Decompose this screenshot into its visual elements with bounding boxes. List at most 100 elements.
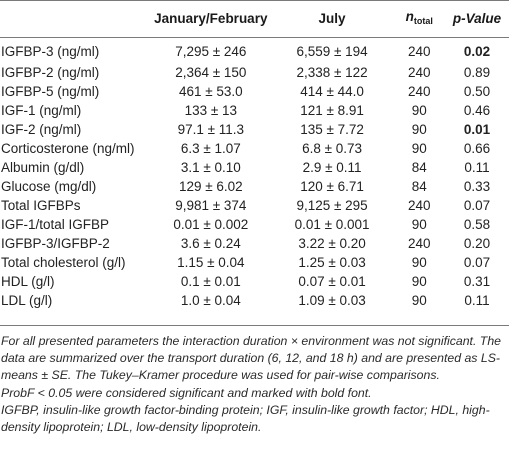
cell-n-total: 84 — [411, 178, 427, 194]
cell-p-value: 0.66 — [463, 140, 491, 156]
table-row: Albumin (g/dl) 3.1 ± 0.10 2.9 ± 0.11 84 0.11 — [0, 158, 509, 177]
cell-p-value: 0.11 — [464, 292, 490, 308]
cell-january-february: 3.1 ± 0.10 — [180, 159, 241, 175]
cell-january-february: 1.0 ± 0.04 — [180, 292, 241, 308]
cell-parameter: Glucose (mg/dl) — [1, 178, 97, 194]
cell-january-february: 2,364 ± 150 — [175, 64, 247, 80]
cell-parameter: LDL (g/l) — [1, 292, 53, 308]
cell-parameter: Corticosterone (ng/ml) — [1, 140, 135, 156]
table-row: IGFBP-5 (ng/ml) 461 ± 53.0 414 ± 44.0 240 0.… — [0, 82, 509, 101]
cell-n-total: 84 — [411, 159, 427, 175]
cell-n-total: 90 — [411, 292, 427, 308]
footnote: IGFBP, insulin-like growth factor-bindin… — [1, 402, 490, 435]
footnote: ProbF < 0.05 were considered significant… — [1, 385, 372, 400]
cell-july: 6,559 ± 194 — [296, 44, 368, 59]
cell-parameter: IGF-1 (ng/ml) — [1, 102, 82, 118]
cell-january-february: 7,295 ± 246 — [175, 44, 247, 59]
table-row: IGF-1/total IGFBP 0.01 ± 0.002 0.01 ± 0.00… — [0, 215, 509, 234]
cell-n-total: 90 — [411, 121, 427, 137]
table-row: IGF-1 (ng/ml) 133 ± 13 121 ± 8.91 90 0.46 — [0, 101, 509, 120]
cell-july: 3.22 ± 0.20 — [298, 235, 366, 251]
cell-parameter: Total cholesterol (g/l) — [1, 254, 126, 270]
table-row: Total cholesterol (g/l) 1.15 ± 0.04 1.25 ±… — [0, 253, 509, 272]
header-rule — [0, 37, 509, 38]
header-n-subscript: total — [413, 16, 433, 26]
cell-january-february: 461 ± 53.0 — [178, 83, 243, 99]
header-n-total: ntotal — [393, 0, 445, 38]
cell-p-value: 0.07 — [463, 254, 491, 270]
table-row: Glucose (mg/dl) 129 ± 6.02 120 ± 6.71 84 0.3… — [0, 177, 509, 196]
cell-parameter: IGFBP-3 (ng/ml) — [1, 44, 100, 59]
table-row: Corticosterone (ng/ml) 6.3 ± 1.07 6.8 ± 0.… — [0, 139, 509, 158]
cell-july: 414 ± 44.0 — [300, 83, 364, 99]
cell-n-total: 90 — [411, 140, 427, 156]
cell-parameter: IGF-2 (ng/ml) — [1, 121, 82, 137]
cell-july: 135 ± 7.72 — [300, 121, 364, 137]
cell-january-february: 1.15 ± 0.04 — [177, 254, 245, 270]
table-row: IGFBP-3/IGFBP-2 3.6 ± 0.24 3.22 ± 0.20 240 0… — [0, 234, 509, 253]
cell-parameter: Total IGFBPs — [1, 197, 81, 213]
cell-p-value: 0.01 — [463, 121, 491, 137]
cell-january-february: 0.1 ± 0.01 — [180, 273, 241, 289]
bottom-rule — [0, 325, 509, 326]
table-row: LDL (g/l) 1.0 ± 0.04 1.09 ± 0.03 90 0.11 — [0, 291, 509, 310]
cell-p-value: 0.46 — [463, 102, 491, 118]
cell-january-february: 3.6 ± 0.24 — [180, 235, 241, 251]
cell-p-value: 0.33 — [463, 178, 491, 194]
cell-january-february: 133 ± 13 — [184, 102, 238, 118]
header-july: July — [318, 11, 346, 26]
cell-january-february: 0.01 ± 0.002 — [173, 216, 249, 232]
header-n-main: n — [405, 9, 414, 24]
cell-july: 0.07 ± 0.01 — [298, 273, 366, 289]
cell-n-total: 240 — [407, 197, 431, 213]
cell-july: 9,125 ± 295 — [296, 197, 368, 213]
table-header: January/February July ntotal p-Value — [0, 0, 509, 38]
table-row: Total IGFBPs 9,981 ± 374 9,125 ± 295 240 0.0… — [0, 196, 509, 215]
cell-n-total: 90 — [411, 273, 427, 289]
results-table: January/February July ntotal p-Value IGF… — [0, 0, 509, 310]
cell-july: 2.9 ± 0.11 — [302, 159, 362, 175]
header-row: January/February July ntotal p-Value — [0, 0, 509, 38]
cell-july: 0.01 ± 0.001 — [294, 216, 370, 232]
cell-january-february: 9,981 ± 374 — [175, 197, 247, 213]
table-body: IGFBP-3 (ng/ml) 7,295 ± 246 6,559 ± 194 240… — [0, 38, 509, 310]
table-row: IGF-2 (ng/ml) 97.1 ± 11.3 135 ± 7.72 90 0.01 — [0, 120, 509, 139]
cell-p-value: 0.02 — [463, 44, 491, 59]
table-row: IGFBP-3 (ng/ml) 7,295 ± 246 6,559 ± 194 240… — [0, 38, 509, 63]
top-rule — [0, 0, 509, 1]
cell-july: 6.8 ± 0.73 — [302, 140, 363, 156]
table-row: HDL (g/l) 0.1 ± 0.01 0.07 ± 0.01 90 0.31 — [0, 272, 509, 291]
cell-parameter: IGFBP-2 (ng/ml) — [1, 64, 100, 80]
cell-p-value: 0.31 — [463, 273, 491, 289]
cell-p-value: 0.07 — [463, 197, 491, 213]
cell-n-total: 240 — [407, 64, 431, 80]
cell-n-total: 90 — [411, 254, 427, 270]
cell-n-total: 90 — [411, 102, 427, 118]
cell-parameter: IGFBP-5 (ng/ml) — [1, 83, 100, 99]
cell-n-total: 240 — [407, 235, 431, 251]
cell-july: 120 ± 6.71 — [300, 178, 364, 194]
cell-july: 1.09 ± 0.03 — [298, 292, 366, 308]
cell-p-value: 0.50 — [463, 83, 491, 99]
cell-p-value: 0.58 — [463, 216, 491, 232]
header-parameter — [0, 0, 151, 38]
cell-january-february: 129 ± 6.02 — [178, 178, 243, 194]
cell-parameter: IGF-1/total IGFBP — [1, 216, 110, 232]
cell-january-february: 97.1 ± 11.3 — [177, 121, 245, 137]
header-p-value: p-Value — [452, 11, 502, 26]
cell-n-total: 240 — [407, 83, 431, 99]
cell-n-total: 90 — [411, 216, 427, 232]
table-footnotes: For all presented parameters the interac… — [1, 333, 506, 436]
cell-parameter: Albumin (g/dl) — [1, 159, 85, 175]
cell-p-value: 0.20 — [463, 235, 491, 251]
cell-parameter: HDL (g/l) — [1, 273, 55, 289]
cell-p-value: 0.11 — [464, 159, 490, 175]
cell-july: 2,338 ± 122 — [296, 64, 368, 80]
cell-january-february: 6.3 ± 1.07 — [180, 140, 241, 156]
cell-july: 121 ± 8.91 — [300, 102, 364, 118]
cell-n-total: 240 — [407, 44, 431, 59]
cell-parameter: IGFBP-3/IGFBP-2 — [1, 235, 110, 251]
cell-july: 1.25 ± 0.03 — [298, 254, 366, 270]
footnote: For all presented parameters the interac… — [1, 334, 501, 383]
